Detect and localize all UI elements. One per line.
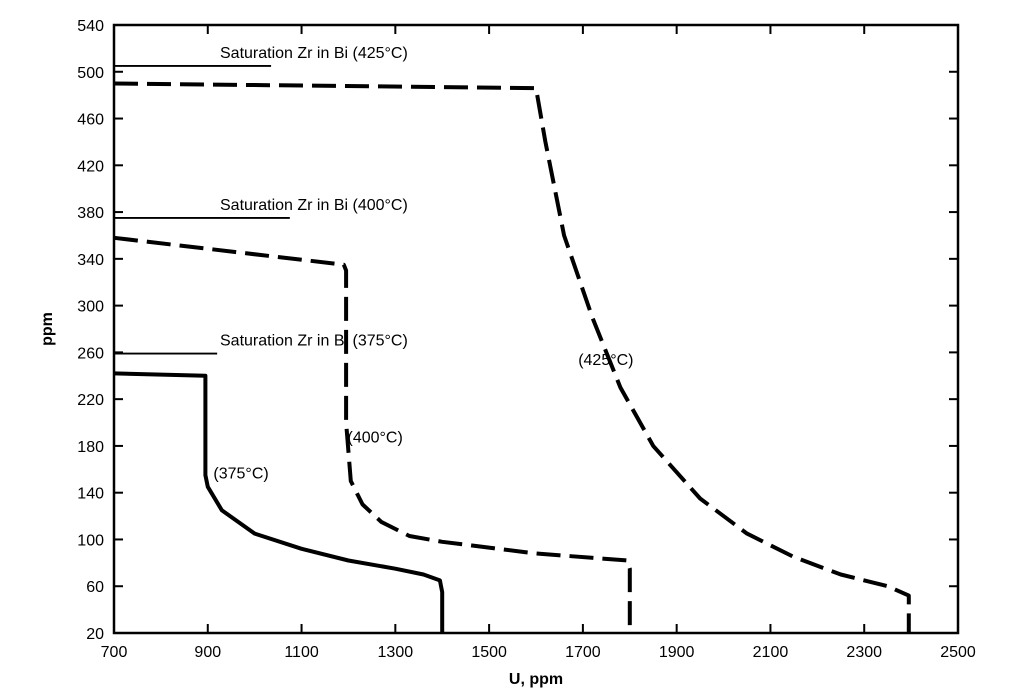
y-tick-label: 220 bbox=[77, 392, 104, 409]
y-tick-label: 140 bbox=[77, 486, 104, 503]
series-line-1 bbox=[113, 371, 445, 633]
y-tick-label: 100 bbox=[77, 532, 104, 549]
y-tick-label: 380 bbox=[77, 205, 104, 222]
y-tick-label: 340 bbox=[77, 252, 104, 269]
y-tick-label: 460 bbox=[77, 112, 104, 129]
saturation-label: Saturation Zr in Bi (425°C) bbox=[220, 45, 408, 62]
x-tick-labels: 700 900 1100 1300 1500 1700 1900 2100 2300 2500 bbox=[101, 644, 976, 661]
x-tick-label: 1100 bbox=[284, 644, 319, 661]
curve-label: (375°C) bbox=[213, 466, 268, 483]
y-tick-label: 300 bbox=[77, 299, 104, 316]
x-tick-label: 1500 bbox=[471, 644, 507, 661]
y-tick-label: 20 bbox=[86, 626, 104, 643]
y-tick-label: 420 bbox=[77, 158, 104, 175]
series-line-3 bbox=[113, 81, 911, 633]
saturation-lines: Saturation Zr in Bi (425°C) Saturation Zr… bbox=[114, 45, 408, 355]
x-tick-label: 2500 bbox=[940, 644, 976, 661]
y-tick-label: 540 bbox=[77, 18, 104, 35]
x-tick-label: 1300 bbox=[378, 644, 414, 661]
y-tick-labels: 20 60 100 140 180 220 260 300 340 380 420 460 500 540 bbox=[77, 18, 104, 643]
y-tick-label: 500 bbox=[77, 65, 104, 82]
x-tick-label: 1900 bbox=[659, 644, 695, 661]
axis-ticks bbox=[113, 24, 959, 634]
plot-frame bbox=[112, 23, 960, 635]
x-tick-label: 900 bbox=[194, 644, 221, 661]
series-curves bbox=[113, 81, 911, 633]
saturation-label: Saturation Zr in Bi (375°C) bbox=[220, 333, 408, 350]
x-tick-label: 2100 bbox=[753, 644, 789, 661]
y-axis-title: ppm bbox=[39, 312, 56, 346]
x-tick-label: 1700 bbox=[565, 644, 601, 661]
y-tick-label: 60 bbox=[86, 579, 104, 596]
curve-label: (425°C) bbox=[578, 352, 633, 369]
curve-label: (400°C) bbox=[348, 429, 403, 446]
x-tick-label: 2300 bbox=[846, 644, 882, 661]
y-tick-label: 260 bbox=[77, 345, 104, 362]
series-line-2 bbox=[113, 235, 632, 633]
curve-labels: (375°C) (400°C) (425°C) bbox=[213, 352, 633, 482]
saturation-label: Saturation Zr in Bi (400°C) bbox=[220, 197, 408, 214]
y-tick-label: 180 bbox=[77, 439, 104, 456]
x-tick-label: 700 bbox=[101, 644, 128, 661]
x-axis-title: U, ppm bbox=[509, 671, 563, 688]
